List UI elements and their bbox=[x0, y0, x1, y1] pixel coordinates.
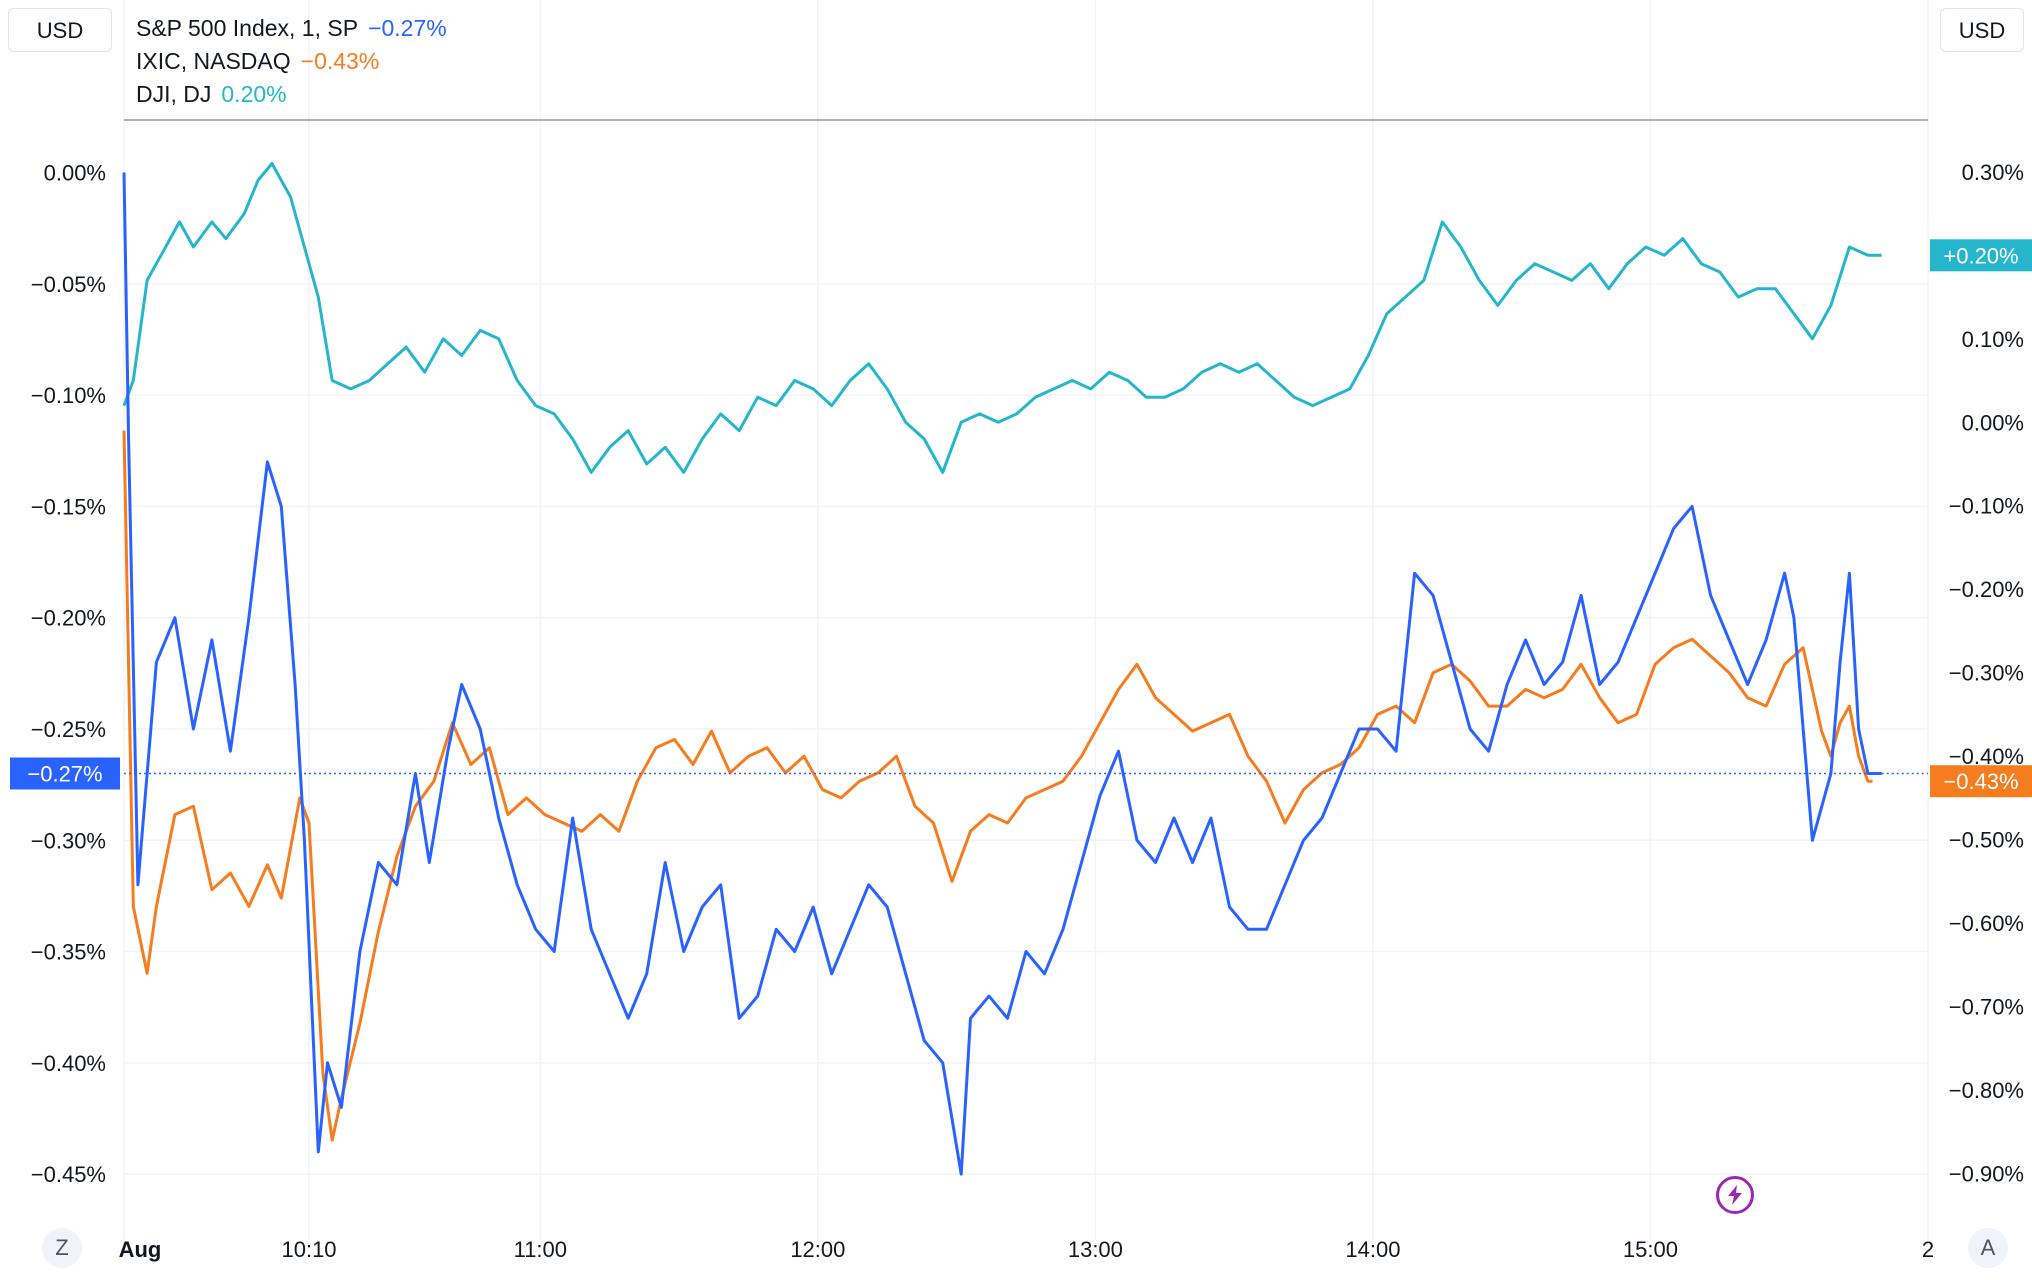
series-line-nasdaq bbox=[122, 430, 1873, 1142]
right-tick-label: −0.60% bbox=[1949, 911, 2024, 936]
time-tick-label: 10:10 bbox=[281, 1237, 336, 1262]
right-tick-label: −0.40% bbox=[1949, 744, 2024, 769]
left-tick-label: −0.10% bbox=[31, 383, 106, 408]
right-tick-label: −0.10% bbox=[1949, 494, 2024, 519]
left-tick-label: −0.05% bbox=[31, 272, 106, 297]
auto-scale-button[interactable]: A bbox=[1968, 1228, 2008, 1268]
right-tick-label: −0.20% bbox=[1949, 577, 2024, 602]
time-tick-label: 12:00 bbox=[790, 1237, 845, 1262]
legend-label-dji: DJI, DJ bbox=[136, 81, 212, 107]
time-tick-label: 13:00 bbox=[1068, 1237, 1123, 1262]
left-price-axis[interactable]: 0.00% −0.05% −0.10% −0.15% −0.20% −0.25% −0.30… bbox=[31, 161, 106, 1188]
badge-sp500-bg bbox=[10, 757, 120, 790]
legend-row-sp500[interactable]: S&P 500 Index, 1, SP −0.27% bbox=[136, 12, 447, 45]
badge-dji: +0.20% bbox=[1943, 243, 2018, 268]
legend-row-nasdaq[interactable]: IXIC, NASDAQ −0.43% bbox=[136, 45, 447, 78]
legend-label-sp500: S&P 500 Index, 1, SP bbox=[136, 15, 359, 41]
right-tick-label: −0.30% bbox=[1949, 661, 2024, 686]
time-tick-label: 15:00 bbox=[1623, 1237, 1678, 1262]
chart-legend: S&P 500 Index, 1, SP −0.27% IXIC, NASDAQ −… bbox=[136, 12, 447, 111]
currency-selector-right[interactable]: USD bbox=[1940, 8, 2024, 52]
left-tick-label: 0.00% bbox=[44, 161, 106, 186]
legend-value-dji: 0.20% bbox=[221, 81, 287, 107]
series-line-sp500 bbox=[122, 172, 1882, 1176]
legend-value-nasdaq: −0.43% bbox=[300, 48, 380, 74]
legend-value-sp500: −0.27% bbox=[368, 15, 447, 41]
chart-grid bbox=[123, 0, 1929, 1240]
left-tick-label: −0.30% bbox=[31, 828, 106, 853]
badge-nasdaq: −0.43% bbox=[1943, 769, 2018, 794]
time-tick-label: 2 bbox=[1922, 1237, 1934, 1262]
right-tick-label: −0.70% bbox=[1949, 995, 2024, 1020]
right-tick-label: 0.10% bbox=[1962, 327, 2024, 352]
left-tick-label: −0.25% bbox=[31, 717, 106, 742]
currency-selector-left[interactable]: USD bbox=[8, 8, 112, 52]
last-value-badges: −0.27% −0.43% +0.20% bbox=[10, 239, 2032, 798]
series-line-dji bbox=[122, 162, 1882, 474]
time-tick-label: Aug bbox=[119, 1237, 162, 1262]
right-tick-label: −0.50% bbox=[1949, 828, 2024, 853]
scale-mode-button[interactable]: Z bbox=[42, 1228, 82, 1268]
left-tick-label: −0.35% bbox=[31, 940, 106, 965]
badge-dji-bg bbox=[1930, 239, 2032, 272]
right-price-axis[interactable]: 0.30%0.20%0.10%0.00%−0.10%−0.20%−0.30%−0… bbox=[1949, 160, 2024, 1187]
badge-sp500: −0.27% bbox=[27, 761, 102, 786]
legend-label-nasdaq: IXIC, NASDAQ bbox=[136, 48, 291, 74]
left-tick-label: −0.45% bbox=[31, 1162, 106, 1187]
right-tick-label: 0.30% bbox=[1962, 160, 2024, 185]
left-tick-label: −0.20% bbox=[31, 606, 106, 631]
lightning-icon bbox=[1728, 1185, 1742, 1205]
chart-series bbox=[122, 162, 1882, 1176]
time-tick-label: 11:00 bbox=[514, 1237, 567, 1262]
left-tick-label: −0.40% bbox=[31, 1051, 106, 1076]
right-tick-label: −0.90% bbox=[1949, 1162, 2024, 1187]
right-tick-label: 0.00% bbox=[1962, 410, 2024, 435]
time-tick-label: 14:00 bbox=[1345, 1237, 1400, 1262]
lightning-button[interactable] bbox=[1716, 1176, 1754, 1214]
legend-row-dji[interactable]: DJI, DJ 0.20% bbox=[136, 78, 447, 111]
badge-nasdaq-bg bbox=[1930, 765, 2032, 798]
right-tick-label: −0.80% bbox=[1949, 1078, 2024, 1103]
left-tick-label: −0.15% bbox=[31, 494, 106, 519]
